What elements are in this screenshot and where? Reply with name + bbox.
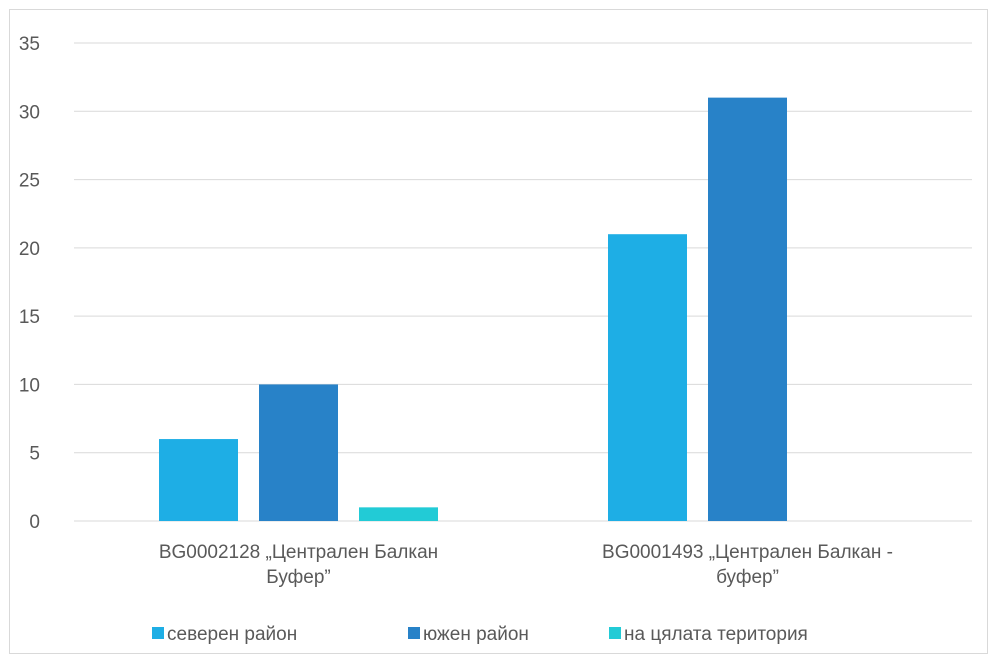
- y-tick-label: 15: [19, 307, 40, 328]
- legend-label: на цялата територия: [624, 624, 808, 645]
- legend-swatch: [408, 627, 420, 639]
- legend-swatch: [152, 627, 164, 639]
- y-tick-label: 35: [19, 34, 40, 55]
- x-category-label: BG0002128 „Централен Балкан: [159, 542, 438, 563]
- y-tick-label: 30: [19, 102, 40, 123]
- bar: [159, 439, 238, 521]
- y-tick-label: 0: [29, 512, 40, 533]
- bar: [359, 507, 438, 521]
- legend-label: южен район: [423, 624, 529, 645]
- bar: [259, 384, 338, 521]
- y-tick-label: 25: [19, 171, 40, 192]
- x-category-label: буфер”: [716, 567, 779, 588]
- x-category-label: BG0001493 „Централен Балкан -: [602, 542, 893, 563]
- y-tick-label: 10: [19, 375, 40, 396]
- legend: северен район южен район на цялата територ…: [152, 624, 808, 645]
- y-tick-label: 5: [29, 444, 40, 465]
- x-category-label: Буфер”: [266, 567, 330, 588]
- legend-swatch: [609, 627, 621, 639]
- bar: [708, 97, 787, 521]
- y-axis-ticks: 0 5 10 15 20 25 30 35: [19, 34, 40, 533]
- bars: [159, 97, 787, 521]
- bar: [608, 234, 687, 521]
- chart-frame: [9, 9, 988, 654]
- legend-label: северен район: [167, 624, 297, 645]
- y-tick-label: 20: [19, 239, 40, 260]
- x-axis-categories: BG0002128 „Централен Балкан Буфер” BG00014…: [159, 542, 893, 588]
